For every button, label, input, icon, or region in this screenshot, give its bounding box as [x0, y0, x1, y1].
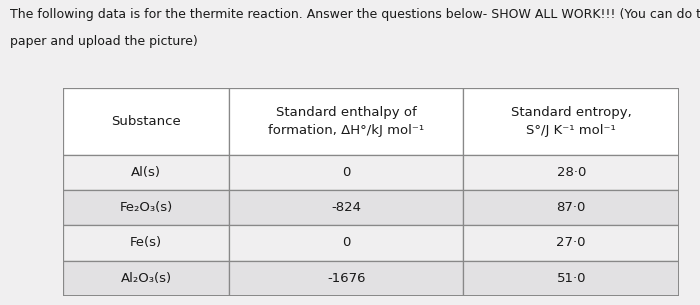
- Bar: [63, 155, 230, 190]
- Text: Fe₂O₃(s): Fe₂O₃(s): [120, 201, 173, 214]
- Bar: [463, 155, 679, 190]
- Text: 0: 0: [342, 166, 351, 179]
- Text: The following data is for the thermite reaction. Answer the questions below- SHO: The following data is for the thermite r…: [10, 8, 700, 21]
- Bar: [63, 88, 230, 155]
- Text: Al₂O₃(s): Al₂O₃(s): [120, 272, 172, 285]
- Text: -824: -824: [331, 201, 361, 214]
- Text: 51·0: 51·0: [556, 272, 586, 285]
- Bar: [230, 88, 463, 155]
- Bar: [463, 225, 679, 260]
- Bar: [463, 260, 679, 296]
- Bar: [463, 190, 679, 225]
- Text: 27·0: 27·0: [556, 236, 586, 249]
- Text: Standard entropy,
S°/J K⁻¹ mol⁻¹: Standard entropy, S°/J K⁻¹ mol⁻¹: [511, 106, 631, 137]
- Text: -1676: -1676: [327, 272, 365, 285]
- Text: Standard enthalpy of
formation, ΔH°/kJ mol⁻¹: Standard enthalpy of formation, ΔH°/kJ m…: [268, 106, 424, 137]
- Bar: [63, 190, 230, 225]
- Bar: [63, 225, 230, 260]
- Bar: [63, 260, 230, 296]
- Text: 0: 0: [342, 236, 351, 249]
- Bar: [230, 155, 463, 190]
- Text: Al(s): Al(s): [131, 166, 161, 179]
- Bar: [230, 225, 463, 260]
- Bar: [230, 190, 463, 225]
- Text: paper and upload the picture): paper and upload the picture): [10, 35, 197, 48]
- Text: 87·0: 87·0: [556, 201, 586, 214]
- Bar: [230, 260, 463, 296]
- Text: 28·0: 28·0: [556, 166, 586, 179]
- Bar: [463, 88, 679, 155]
- Text: Fe(s): Fe(s): [130, 236, 162, 249]
- Text: Substance: Substance: [111, 115, 181, 128]
